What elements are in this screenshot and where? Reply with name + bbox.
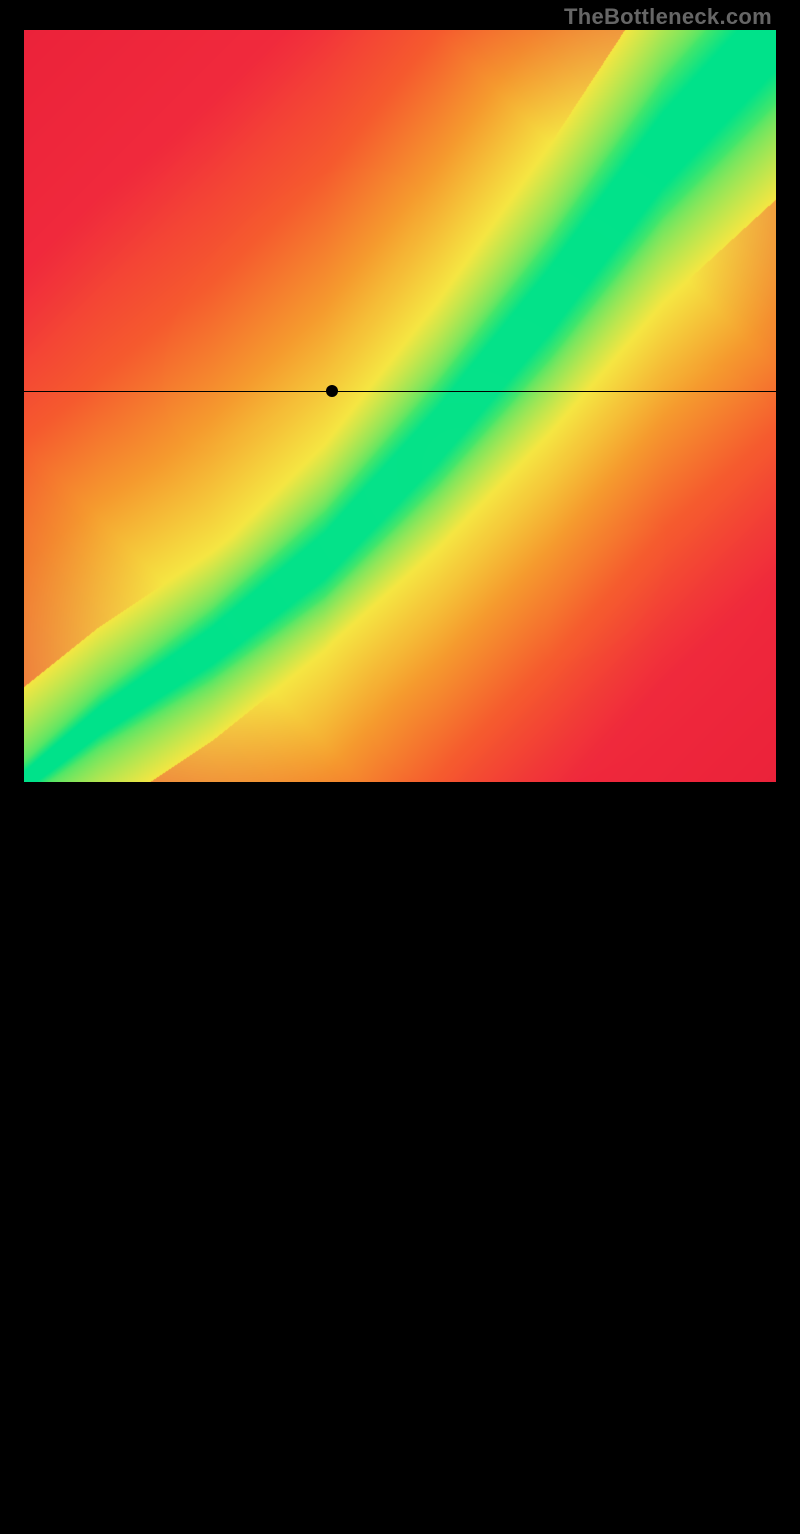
crosshair-vertical xyxy=(332,782,333,1534)
plot-area xyxy=(24,30,776,782)
crosshair-horizontal xyxy=(24,391,776,392)
crosshair-marker xyxy=(326,385,338,397)
chart-container: TheBottleneck.com xyxy=(0,0,800,800)
heatmap-canvas xyxy=(24,30,776,782)
source-watermark: TheBottleneck.com xyxy=(564,4,772,30)
